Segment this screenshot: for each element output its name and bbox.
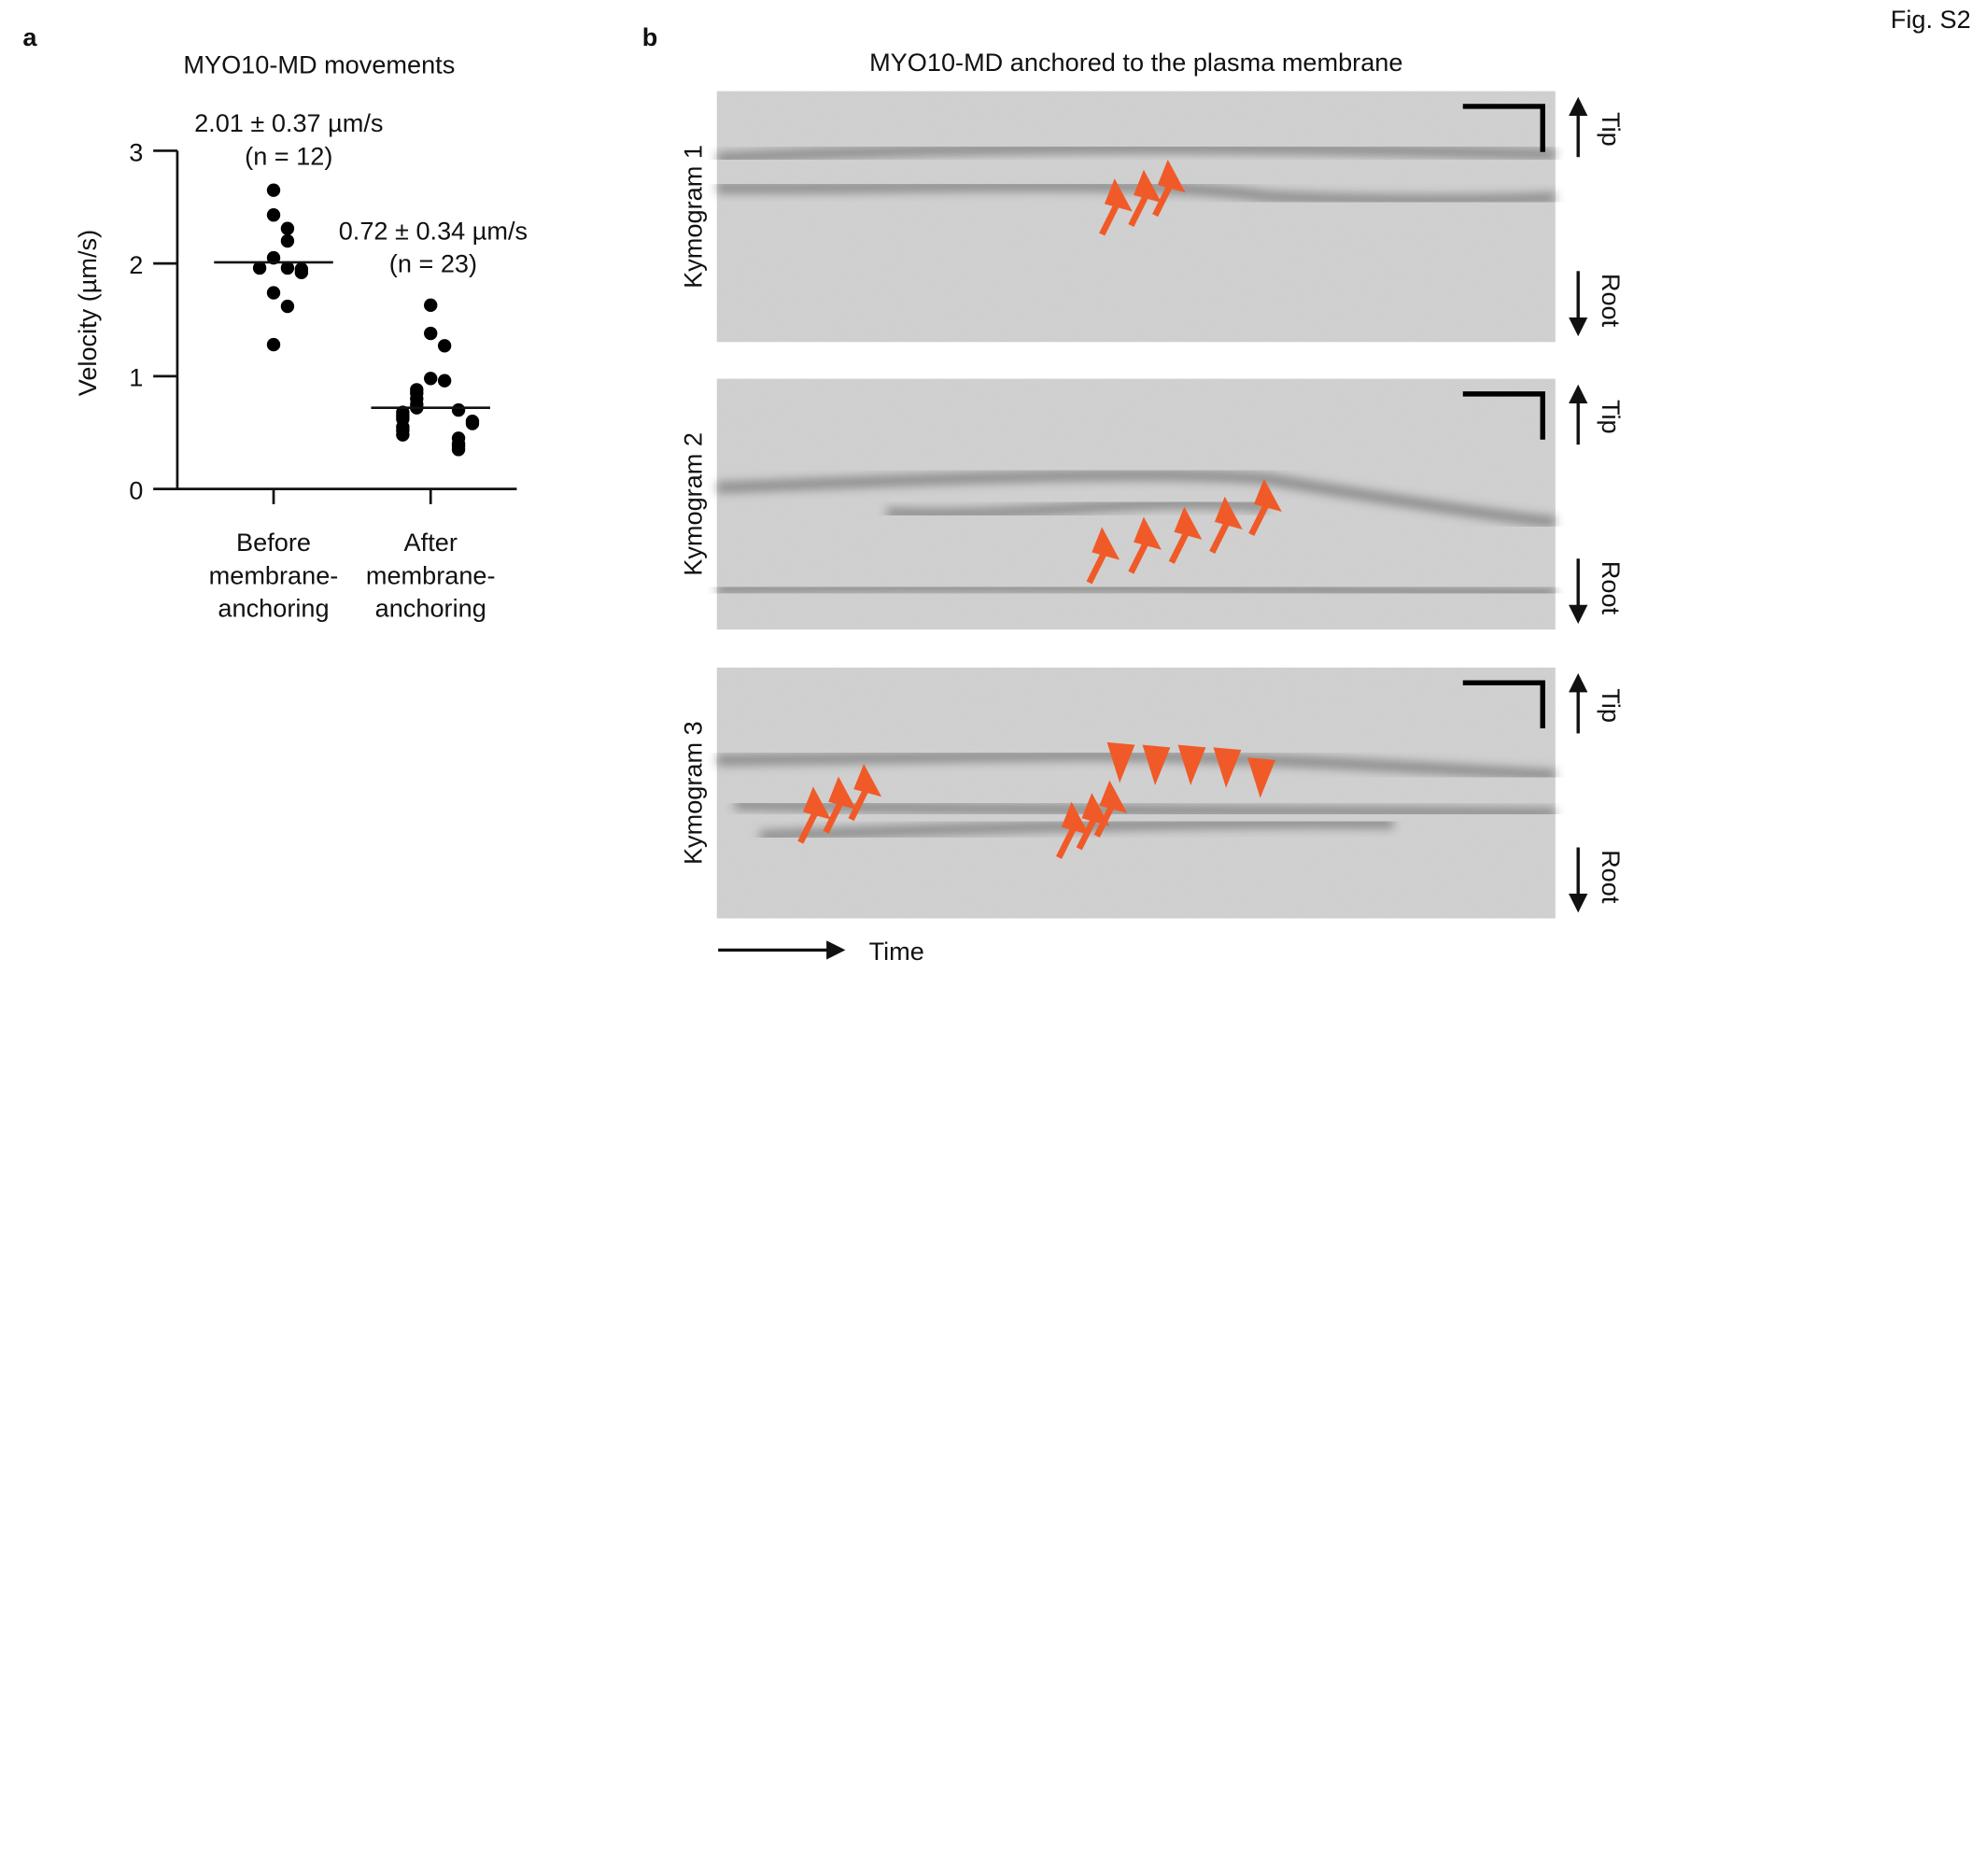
root-label: Root (1597, 850, 1626, 904)
kymogram-label: Kymogram 3 (679, 721, 708, 865)
kymograph-streak (716, 180, 1556, 205)
y-tick-label: 2 (129, 250, 143, 279)
orange-arrow-head (1104, 178, 1133, 212)
kymograph-streak (716, 750, 1556, 781)
kymograph-streak (759, 817, 1394, 841)
scale-bar (1462, 391, 1545, 440)
orange-arrow-head (1061, 801, 1090, 835)
data-point (396, 428, 410, 442)
orange-arrowhead (1213, 747, 1242, 788)
panel-label: a (22, 22, 37, 51)
orange-arrow-head (828, 776, 856, 810)
data-point (266, 208, 281, 222)
orange-arrow-head (1099, 780, 1128, 813)
kymogram-label: Kymogram 2 (679, 432, 708, 576)
kymograph-streak (886, 498, 1268, 519)
annotation: 2.01 ± 0.37 µm/s (194, 108, 383, 137)
data-point (424, 372, 438, 386)
data-point (266, 183, 281, 197)
orange-arrow-head (1253, 478, 1282, 513)
root-label: Root (1597, 274, 1626, 328)
data-point (280, 261, 295, 275)
orange-arrow-head (803, 786, 831, 820)
kymographs: Tip Root Kymogram 1 Tip Root Kymogram 2 Tip Roo… (679, 91, 1626, 919)
orange-arrow-head (1134, 169, 1162, 204)
orange-arrow-head (1157, 159, 1186, 193)
kymograph-streak (716, 470, 1556, 528)
data-point (424, 298, 438, 313)
data-point (280, 299, 295, 314)
x-tick-label-box: After membrane-anchoring (365, 529, 496, 624)
y-tick-label: 1 (129, 363, 143, 392)
panel-label: b (642, 22, 658, 51)
data-point (280, 233, 295, 248)
kymograph-streak (716, 582, 1556, 599)
x-tick-label-box: Before membrane-anchoring (208, 529, 339, 624)
data-point (266, 286, 281, 300)
data-point (451, 402, 466, 417)
data-point (266, 337, 281, 352)
kymograph-title: MYO10-MD anchored to the plasma membrane (869, 48, 1402, 77)
data-point (280, 221, 295, 235)
root-label: Root (1597, 561, 1626, 615)
y-tick-label: 0 (129, 475, 143, 504)
chart-title: MYO10-MD movements (183, 50, 455, 79)
data-point (252, 261, 267, 275)
orange-arrow-head (1214, 496, 1243, 530)
orange-arrowhead (1142, 744, 1171, 786)
annotation: 0.72 ± 0.34 µm/s (339, 216, 528, 245)
orange-arrowhead (1177, 744, 1206, 786)
orange-arrowhead (1247, 757, 1276, 798)
data-point (294, 265, 309, 280)
orange-arrow-head (1092, 527, 1120, 560)
tip-label: Tip (1597, 112, 1626, 147)
annotation: (n = 23) (389, 249, 477, 278)
data-point (424, 326, 438, 341)
chart-plot: 0 1 2 3 Before membrane-anchoring 2.01 ± 0.37… (129, 108, 528, 624)
data-point (451, 443, 466, 457)
x-tick-label: Before membrane-anchoring (208, 529, 339, 624)
orange-arrow-head (853, 763, 882, 797)
scale-bar (1462, 680, 1545, 728)
data-point (465, 416, 480, 430)
orange-arrowhead (1106, 741, 1135, 783)
data-point (437, 374, 452, 388)
y-tick-label: 3 (129, 137, 143, 166)
annotation: (n = 12) (245, 141, 332, 170)
y-axis-label: Velocity (µm/s) (73, 230, 102, 396)
figure-label: Fig. S2 (1891, 5, 1971, 34)
kymograph-noise (716, 667, 1556, 919)
orange-arrow-head (1174, 506, 1203, 540)
time-label: Time (869, 937, 924, 966)
x-tick-label: After membrane-anchoring (365, 529, 496, 624)
tip-label: Tip (1597, 400, 1626, 434)
tip-label: Tip (1597, 688, 1626, 723)
kymograph-streak (716, 142, 1556, 163)
data-point (437, 339, 452, 353)
kymogram-label: Kymogram 1 (679, 145, 708, 289)
scale-bar (1462, 104, 1545, 152)
orange-arrow-head (1134, 516, 1162, 550)
